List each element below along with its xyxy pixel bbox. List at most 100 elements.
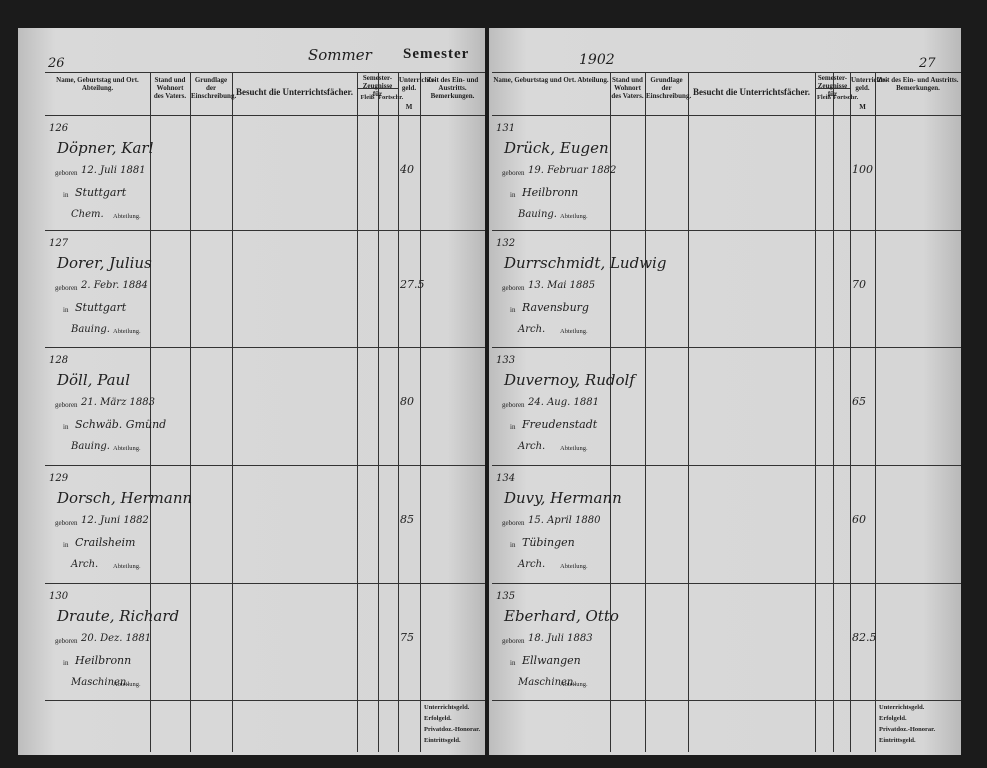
rule xyxy=(398,72,399,752)
born-date: 18. Juli 1883 xyxy=(528,633,593,644)
currency: M xyxy=(859,103,866,111)
department: Arch. xyxy=(518,559,546,570)
born-label: geboren xyxy=(502,519,525,527)
rule xyxy=(45,583,485,584)
born-label: geboren xyxy=(502,637,525,645)
row-number: 134 xyxy=(496,473,516,484)
born-place: Schwäb. Gmünd xyxy=(75,418,167,431)
student-name: Dorer, Julius xyxy=(57,254,152,272)
rule xyxy=(492,700,961,701)
born-date: 12. Juni 1882 xyxy=(81,515,149,526)
born-place: Heilbronn xyxy=(522,186,579,199)
department-label: Abteilung. xyxy=(113,681,141,688)
rule xyxy=(378,72,379,752)
rule xyxy=(688,72,689,752)
rule xyxy=(492,583,961,584)
fee: 85 xyxy=(400,513,414,526)
born-label: geboren xyxy=(55,637,78,645)
fee: 80 xyxy=(400,395,414,408)
born-label: geboren xyxy=(55,401,78,409)
rule xyxy=(150,72,151,752)
rule xyxy=(833,72,834,752)
in-label: in xyxy=(510,659,516,667)
department: Maschinen. xyxy=(71,677,130,688)
student-name: Dorsch, Hermann xyxy=(57,489,193,507)
born-label: geboren xyxy=(55,519,78,527)
fee: 40 xyxy=(400,163,414,176)
student-name: Duvernoy, Rudolf xyxy=(504,371,635,389)
student-name: Döll, Paul xyxy=(57,371,131,389)
rule xyxy=(420,72,421,752)
rule xyxy=(815,88,850,89)
row-number: 129 xyxy=(49,473,69,484)
rule xyxy=(492,72,961,73)
department-label: Abteilung. xyxy=(560,681,588,688)
born-place: Ellwangen xyxy=(522,654,581,667)
column-header: Stand und Wohnort des Vaters. xyxy=(153,76,187,100)
born-label: geboren xyxy=(55,284,78,292)
department: Maschinen. xyxy=(518,677,577,688)
born-label: geboren xyxy=(502,401,525,409)
footer-label: Erfolgeld. xyxy=(879,715,907,722)
rule xyxy=(850,72,851,752)
season: Sommer xyxy=(308,46,372,64)
department-label: Abteilung. xyxy=(560,563,588,570)
born-date: 13. Mai 1885 xyxy=(528,280,596,291)
department: Chem. xyxy=(71,209,104,220)
page-number: 27 xyxy=(919,56,936,71)
born-date: 21. März 1883 xyxy=(81,397,155,408)
footer-label: Eintrittsgeld. xyxy=(879,737,916,744)
footer-label: Privatdoz.-Honorar. xyxy=(879,726,936,733)
column-header: Semester-Zeugnisse für xyxy=(817,74,848,98)
rule xyxy=(45,700,485,701)
department-label: Abteilung. xyxy=(113,563,141,570)
row-number: 127 xyxy=(49,238,69,249)
rule xyxy=(232,72,233,752)
rule xyxy=(45,347,485,348)
footer-label: Unterrichtsgeld. xyxy=(879,704,925,711)
student-name: Durrschmidt, Ludwig xyxy=(504,254,667,272)
subcolumn-header: Fleiß xyxy=(816,94,832,101)
column-header: Grundlage der Einschreibung. xyxy=(646,76,692,100)
rule xyxy=(45,72,485,73)
department: Bauing. xyxy=(71,324,110,335)
student-name: Duvy, Hermann xyxy=(504,489,622,507)
fee: 82.5 xyxy=(852,631,877,644)
rule xyxy=(610,72,611,752)
row-number: 131 xyxy=(496,123,516,134)
footer-label: Erfolgeld. xyxy=(424,715,452,722)
rule xyxy=(815,72,816,752)
rule xyxy=(190,72,191,752)
born-label: geboren xyxy=(55,169,78,177)
student-name: Draute, Richard xyxy=(57,607,180,625)
rule xyxy=(357,72,358,752)
born-date: 19. Februar 1882 xyxy=(528,165,617,176)
in-label: in xyxy=(510,541,516,549)
fee: 65 xyxy=(852,395,866,408)
student-name: Döpner, Karl xyxy=(57,139,154,157)
born-place: Freudenstadt xyxy=(522,418,598,431)
column-header: Name, Geburtstag und Ort. Abteilung. xyxy=(56,76,139,92)
department-label: Abteilung. xyxy=(560,213,588,220)
column-header: Unterrichts-geld. xyxy=(851,76,888,92)
row-number: 128 xyxy=(49,355,69,366)
department: Arch. xyxy=(518,441,546,452)
subcolumn-header: Fleiß xyxy=(360,94,375,101)
column-header: Zeit des Ein- und Austritts. Bemerkungen… xyxy=(426,76,479,100)
rule xyxy=(45,230,485,231)
in-label: in xyxy=(63,306,69,314)
born-label: geboren xyxy=(502,284,525,292)
born-label: geboren xyxy=(502,169,525,177)
fee: 60 xyxy=(852,513,866,526)
row-number: 126 xyxy=(49,123,69,134)
footer-label: Eintrittsgeld. xyxy=(424,737,461,744)
born-place: Stuttgart xyxy=(75,186,127,199)
fee: 100 xyxy=(852,163,873,176)
row-number: 132 xyxy=(496,238,516,249)
in-label: in xyxy=(63,659,69,667)
born-place: Stuttgart xyxy=(75,301,127,314)
department-label: Abteilung. xyxy=(560,445,588,452)
student-name: Eberhard, Otto xyxy=(504,607,619,625)
department-label: Abteilung. xyxy=(113,213,141,220)
